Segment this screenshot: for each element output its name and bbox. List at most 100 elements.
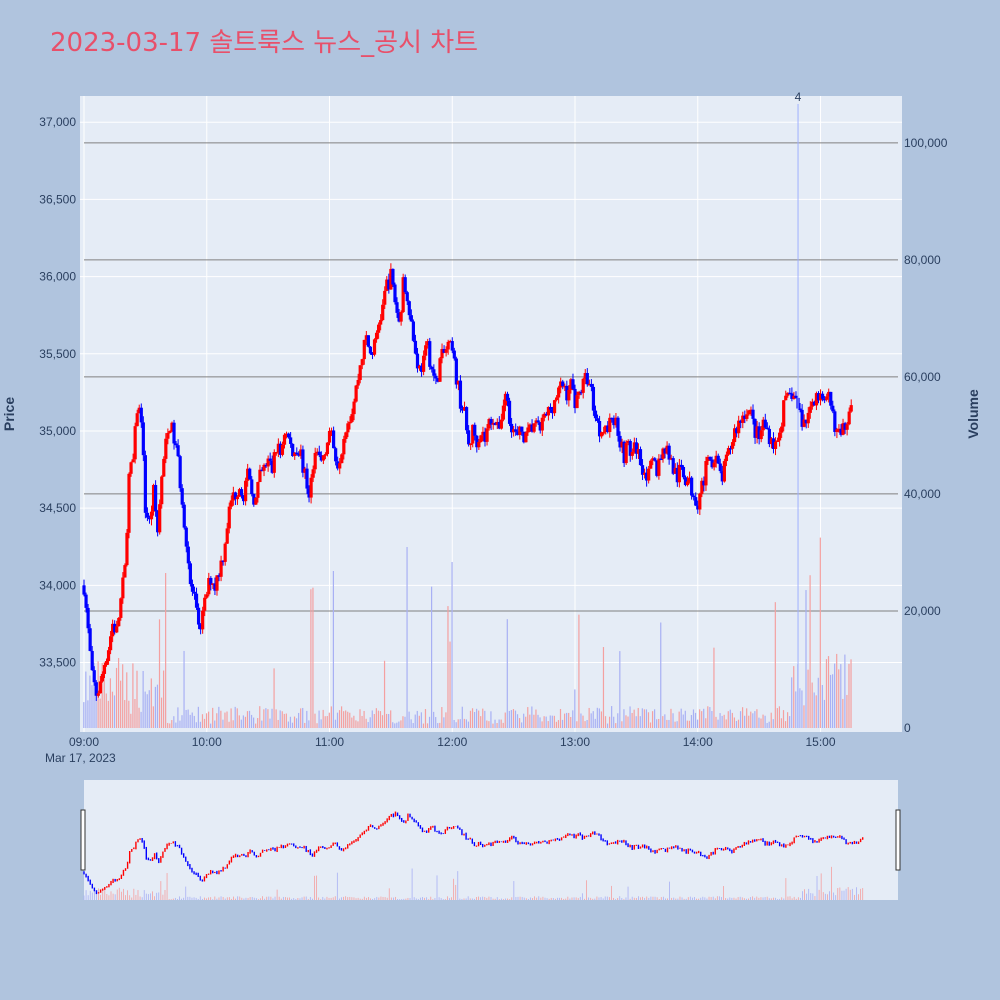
volume-bar bbox=[115, 667, 118, 728]
volume-bar bbox=[113, 695, 116, 728]
volume-bar bbox=[91, 685, 93, 728]
volume-bar bbox=[455, 722, 457, 728]
slider-volume-bar bbox=[677, 898, 679, 900]
candle-body bbox=[681, 466, 686, 478]
slider-volume-bar bbox=[700, 897, 702, 900]
slider-volume-bar bbox=[741, 897, 743, 900]
volume-bar bbox=[576, 721, 578, 728]
volume-bar bbox=[654, 709, 656, 728]
slider-volume-bar bbox=[687, 897, 689, 900]
candle-body bbox=[260, 469, 264, 472]
slider-volume-bar bbox=[606, 896, 608, 900]
volume-bar bbox=[512, 709, 515, 728]
candle-body bbox=[507, 400, 512, 424]
volume-bar bbox=[547, 721, 549, 728]
slider-volume-bar bbox=[118, 887, 120, 900]
volume-bar bbox=[823, 699, 826, 728]
slider-volume-bar bbox=[278, 896, 280, 900]
candle-body bbox=[716, 455, 720, 464]
slider-volume-bar bbox=[623, 899, 625, 900]
main-plot-area[interactable] bbox=[80, 96, 902, 732]
slider-volume-bar bbox=[681, 897, 683, 900]
candle-body bbox=[366, 335, 370, 347]
slider-volume-bar bbox=[442, 899, 444, 900]
slider-volume-bar bbox=[270, 896, 272, 900]
candle-body bbox=[299, 449, 303, 456]
volume-bar bbox=[686, 720, 688, 728]
candle-body bbox=[348, 421, 352, 424]
candle-body bbox=[417, 365, 422, 369]
volume-bar bbox=[349, 712, 351, 728]
candle-body bbox=[849, 405, 853, 412]
volume-bar bbox=[780, 718, 783, 728]
volume-bar bbox=[480, 716, 482, 728]
volume-bar bbox=[649, 722, 652, 728]
candle-body bbox=[82, 585, 86, 595]
volume-bar bbox=[185, 709, 187, 728]
candle-body bbox=[577, 391, 581, 396]
slider-volume-bar bbox=[108, 895, 110, 900]
candle-body bbox=[559, 381, 563, 388]
slider-volume-bar bbox=[635, 898, 637, 900]
volume-bar bbox=[664, 714, 666, 728]
volume-bar bbox=[488, 721, 490, 728]
range-slider-right-handle[interactable] bbox=[895, 809, 901, 871]
slider-volume-bar bbox=[339, 898, 340, 900]
volume-bar bbox=[842, 698, 844, 728]
slider-volume-bar bbox=[692, 897, 693, 900]
volume-bar bbox=[89, 675, 91, 728]
slider-volume-bar bbox=[496, 897, 498, 900]
candle-body bbox=[753, 418, 757, 438]
candle-body bbox=[280, 444, 285, 455]
slider-volume-bar bbox=[91, 892, 93, 900]
volume-bar bbox=[776, 708, 778, 728]
volume-bar bbox=[457, 719, 459, 728]
volume-bar bbox=[592, 711, 594, 728]
candle-body bbox=[495, 421, 499, 426]
candle-body bbox=[166, 432, 170, 439]
slider-volume-bar bbox=[548, 898, 550, 900]
slider-volume-bar bbox=[357, 897, 359, 900]
slider-volume-bar bbox=[131, 897, 133, 900]
slider-volume-bar bbox=[554, 898, 556, 900]
volume-bar bbox=[122, 664, 124, 728]
slider-volume-bar bbox=[810, 893, 812, 900]
volume-bar bbox=[222, 719, 224, 728]
slider-volume-bar bbox=[214, 896, 216, 900]
volume-bar bbox=[801, 690, 803, 728]
candle-body bbox=[702, 480, 706, 486]
volume-bar bbox=[422, 723, 425, 728]
candle-body bbox=[532, 423, 536, 432]
slider-volume-bar bbox=[594, 898, 596, 900]
candle-body bbox=[718, 463, 722, 472]
slider-volume-bar bbox=[231, 898, 232, 900]
slider-volume-bar bbox=[575, 897, 577, 900]
slider-volume-bar bbox=[469, 898, 471, 900]
volume-bar bbox=[343, 711, 345, 728]
candle-body bbox=[135, 413, 139, 427]
volume-bar bbox=[523, 713, 525, 728]
candle-body bbox=[188, 563, 192, 585]
candle-body bbox=[657, 458, 661, 476]
slider-volume-bar bbox=[343, 896, 344, 900]
slider-volume-bar bbox=[714, 898, 716, 900]
range-slider-left-handle[interactable] bbox=[80, 809, 86, 871]
volume-bar bbox=[604, 716, 607, 728]
candle-body bbox=[286, 433, 291, 438]
slider-volume-bar bbox=[743, 898, 745, 900]
volume-bar bbox=[625, 715, 627, 728]
candle-body bbox=[640, 465, 645, 475]
candle-body bbox=[509, 423, 514, 433]
slider-volume-bar bbox=[463, 898, 465, 900]
slider-volume-bar bbox=[83, 895, 85, 900]
slider-volume-bar bbox=[517, 896, 519, 900]
candle-body bbox=[149, 511, 154, 520]
candle-body bbox=[467, 430, 471, 445]
candle-body bbox=[246, 468, 250, 481]
candle-body bbox=[712, 462, 716, 468]
slider-volume-bar bbox=[216, 898, 218, 900]
candle-body bbox=[661, 448, 665, 459]
volume-bar bbox=[392, 722, 394, 728]
candle-body bbox=[203, 597, 207, 611]
slider-volume-bar bbox=[779, 898, 781, 900]
